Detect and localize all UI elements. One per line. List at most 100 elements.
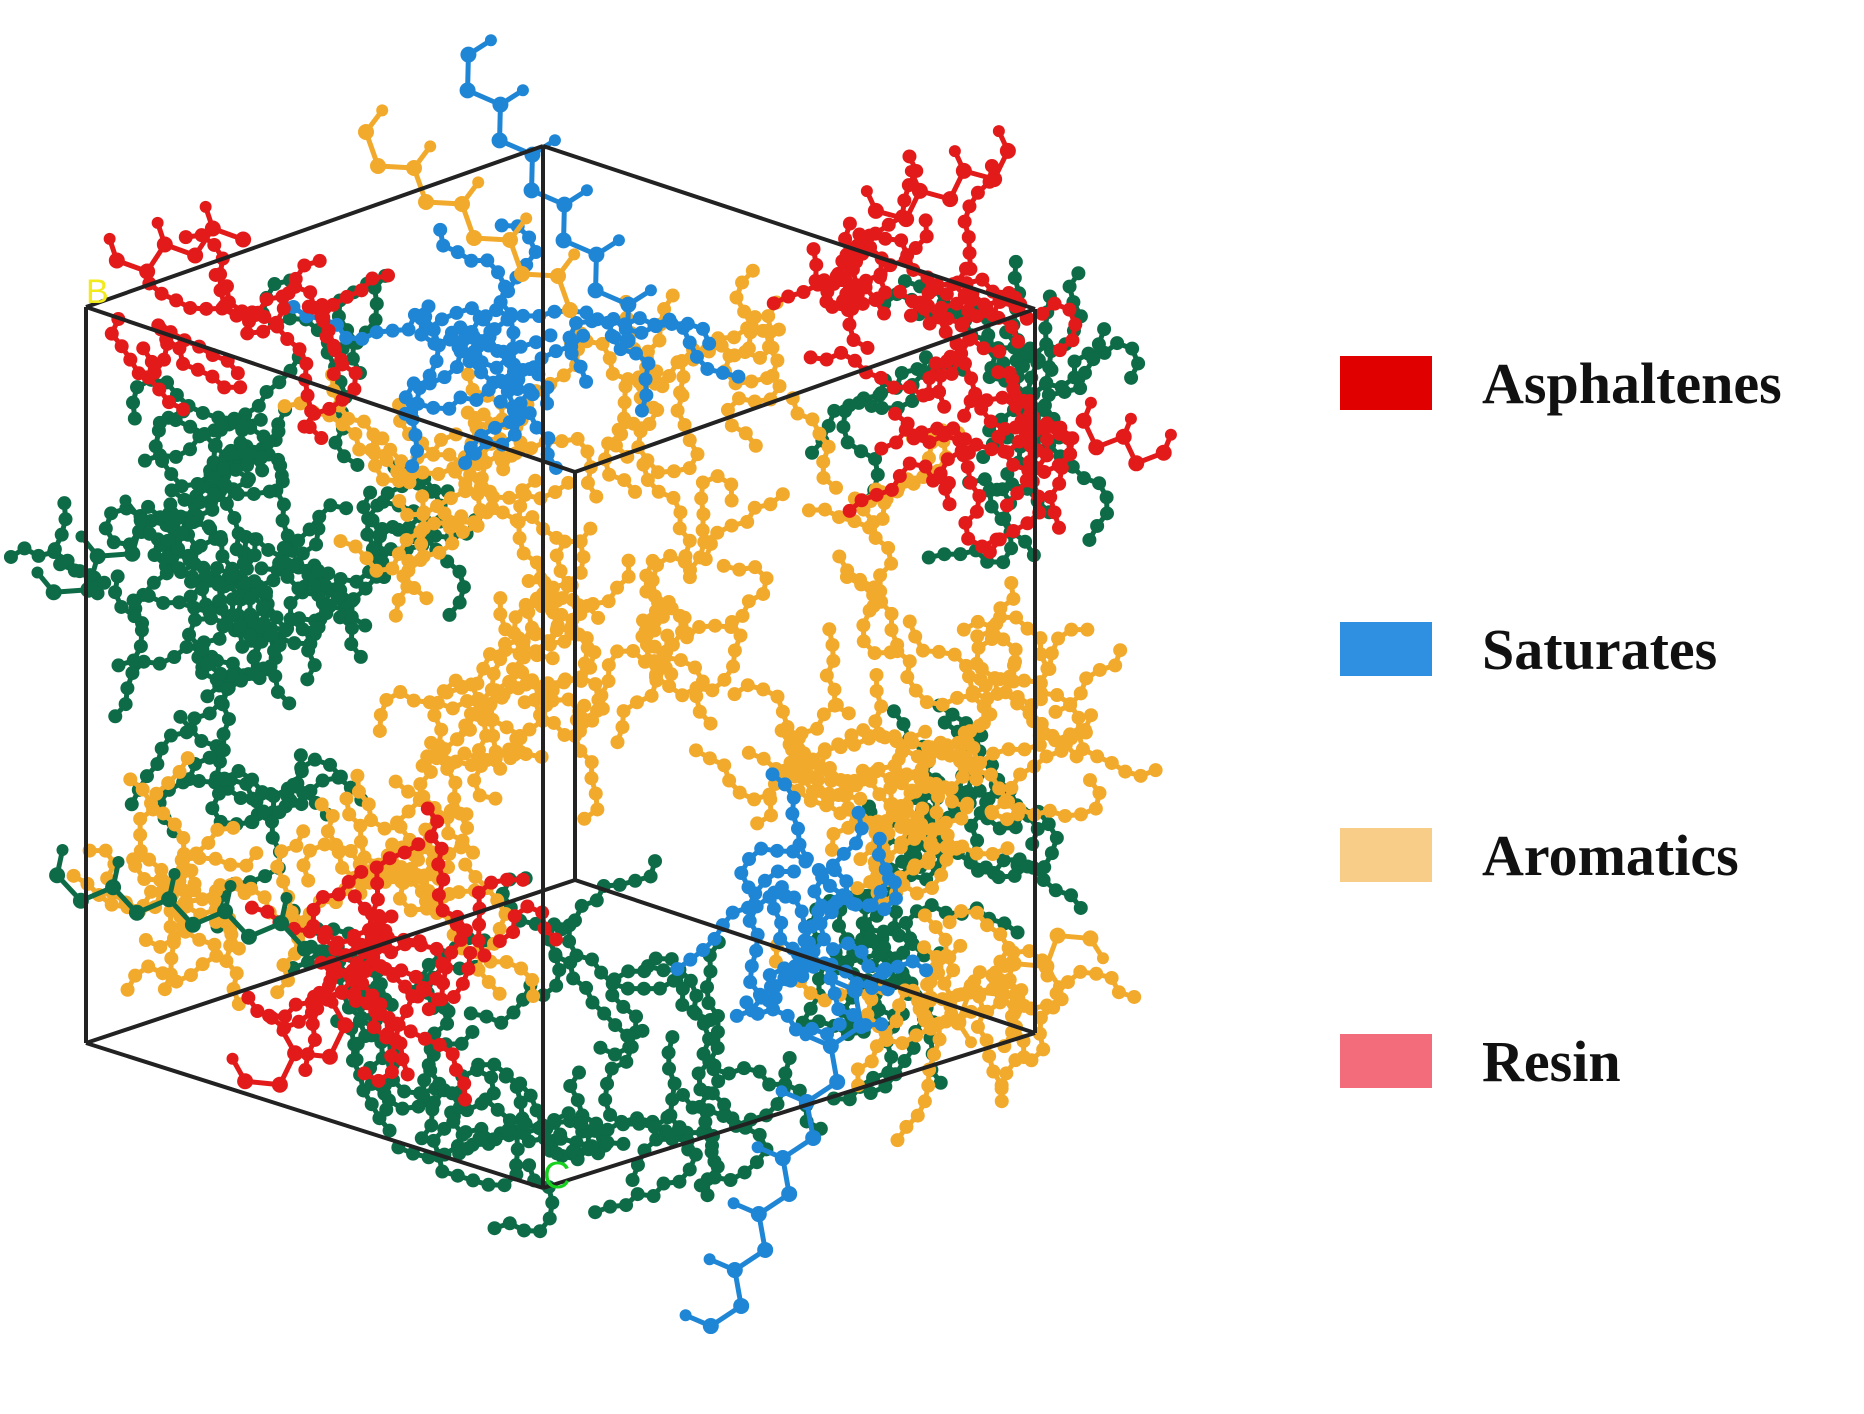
molecule-fragment: [558, 184, 593, 211]
molecule-fragment: [326, 996, 352, 1032]
molecule-fragment: [842, 456, 956, 518]
molecule-fragment: [742, 889, 793, 1006]
molecule-fragment: [234, 350, 306, 478]
molecule-fragment: [860, 185, 882, 217]
box-edge: [85, 1041, 544, 1190]
molecule-fragment: [321, 963, 394, 1045]
molecule-fragment: [874, 421, 972, 463]
molecule-fragment: [958, 459, 1004, 554]
box-edge: [85, 144, 544, 309]
molecule-fragment: [1157, 428, 1177, 459]
molecule-fragment: [108, 220, 252, 280]
molecule-fragment: [462, 34, 497, 61]
molecule-fragment: [930, 277, 1007, 359]
molecule-fragment: [645, 548, 697, 652]
molecule-fragment: [867, 142, 1016, 228]
legend-label-asphaltenes: Asphaltenes: [1482, 350, 1782, 416]
molecule-fragment: [957, 737, 1047, 774]
molecule-fragment: [783, 697, 844, 770]
molecule-fragment: [51, 844, 69, 882]
molecule-fragment: [1117, 412, 1137, 443]
molecule-fragment: [567, 698, 605, 826]
molecule-fragment: [734, 841, 813, 895]
molecule-fragment: [226, 1052, 252, 1088]
molecule-fragment: [108, 569, 149, 673]
molecule-cloud: [3, 34, 1177, 1335]
box-edge: [542, 1031, 1036, 1190]
molecule-fragment: [799, 1029, 837, 1053]
box-edge: [574, 307, 1036, 474]
legend-item-asphaltenes: Asphaltenes: [1340, 340, 1840, 426]
molecule-fragment: [1048, 643, 1128, 719]
molecule-fragment: [219, 880, 237, 918]
molecule-fragment: [693, 1086, 774, 1193]
molecule-fragment: [75, 530, 104, 563]
molecule-fragment: [985, 773, 1107, 827]
molecule-fragment: [199, 200, 219, 235]
molecule-fragment: [398, 375, 540, 421]
molecule-fragment: [1040, 960, 1065, 993]
legend-swatch-asphaltenes: [1340, 356, 1432, 410]
molecule-fragment: [739, 995, 847, 1042]
molecule-fragment: [948, 145, 970, 177]
molecule-fragment: [389, 1016, 473, 1107]
molecule-fragment: [803, 345, 947, 403]
box-edge: [574, 878, 1036, 1035]
molecule-fragment: [456, 176, 485, 210]
molecule-fragment: [720, 379, 787, 453]
molecule-fragment: [408, 140, 437, 174]
box-label-c: C: [543, 1155, 570, 1197]
molecule-fragment: [128, 751, 195, 888]
molecule-fragment: [588, 1120, 703, 1220]
legend-item-saturates: Saturates: [1340, 546, 1840, 752]
molecule-fragment: [661, 1030, 686, 1136]
molecule-fragment: [863, 801, 930, 890]
box-edge: [542, 144, 1036, 311]
legend-label-aromatics: Aromatics: [1482, 822, 1739, 888]
molecule-fragment: [151, 216, 171, 251]
molecule-fragment: [126, 568, 228, 620]
molecule-fragment: [494, 84, 529, 111]
molecule-fragment: [618, 311, 746, 384]
molecule-fragment: [658, 650, 718, 731]
molecule-fragment: [459, 46, 637, 349]
molecule-fragment: [463, 978, 538, 1030]
molecule-fragment: [992, 125, 1014, 157]
molecule-fragment: [806, 242, 885, 318]
box-label-b: B: [86, 273, 109, 311]
legend-label-resin: Resin: [1482, 1028, 1621, 1094]
molecule-fragment: [392, 484, 473, 522]
molecule-fragment: [751, 1141, 789, 1165]
molecule-fragment: [679, 1309, 717, 1333]
molecule-fragment: [647, 614, 748, 703]
molecule-fragment: [829, 831, 903, 917]
molecule-fragment: [957, 669, 998, 740]
molecule-fragment: [306, 864, 369, 957]
molecule-fragment: [216, 419, 277, 502]
molecule-fragment: [850, 840, 964, 901]
molecule-fragment: [421, 917, 468, 1017]
molecule-fragment: [823, 973, 861, 997]
molecule-fragment: [991, 420, 1080, 479]
molecule-fragment: [868, 667, 975, 763]
simulation-box: [84, 144, 1037, 1190]
molecule-fragment: [590, 234, 625, 261]
box-edge: [85, 305, 576, 474]
legend-item-resin: Resin: [1340, 958, 1840, 1164]
molecule-fragment: [996, 988, 1021, 1021]
molecule-fragment: [119, 494, 148, 527]
molecule-fragment: [163, 868, 181, 906]
molecule-fragment: [872, 213, 934, 300]
molecule-fragment: [433, 222, 519, 322]
molecule-fragment: [727, 1197, 765, 1221]
molecule-fragment: [357, 989, 420, 1088]
molecule-fragment: [123, 772, 202, 891]
molecule-fragment: [942, 904, 1016, 983]
molecule-fragment: [103, 232, 123, 267]
molecule-fragment: [554, 854, 663, 937]
molecule-fragment: [750, 728, 859, 831]
molecule-fragment: [392, 860, 456, 918]
molecule-fragment: [126, 852, 246, 956]
molecule-fragment: [622, 284, 657, 311]
molecule-fragment: [244, 748, 309, 829]
